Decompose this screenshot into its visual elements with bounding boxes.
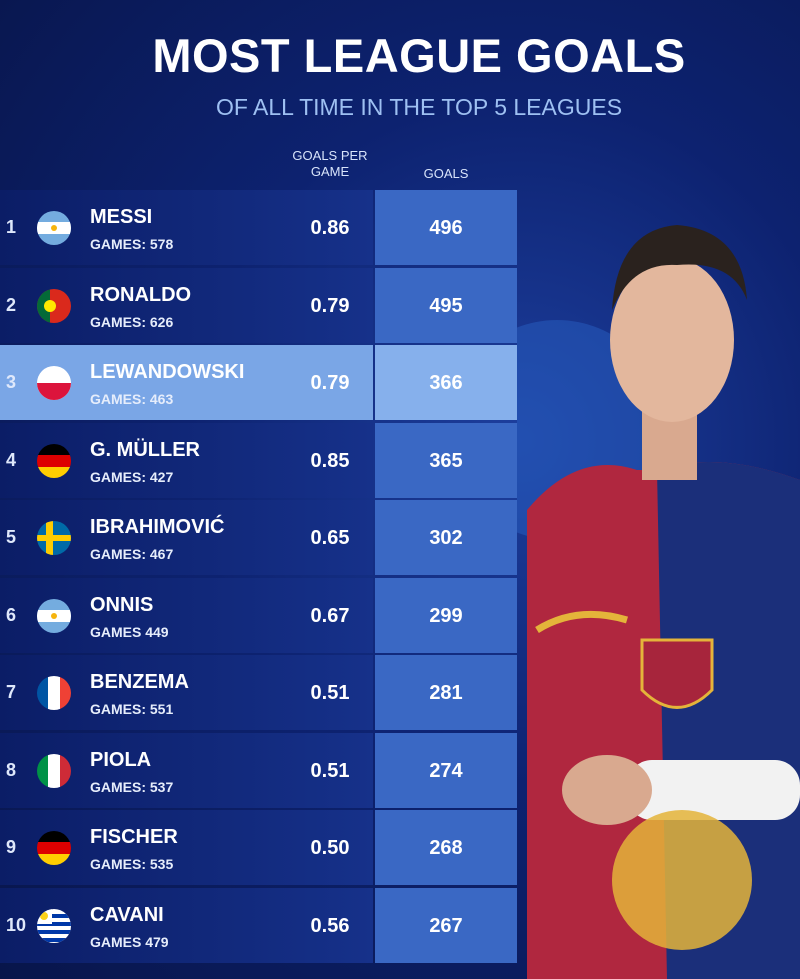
goals: 302 [429, 527, 463, 549]
goals: 366 [429, 372, 463, 394]
rank: 6 [6, 605, 17, 625]
games: GAMES: 427 [90, 469, 174, 485]
goals: 267 [429, 915, 463, 937]
table-row: 3 LEWANDOWSKI GAMES: 463 0.79 366 [0, 345, 517, 420]
table-row: 2 RONALDO GAMES: 626 0.79 495 [0, 268, 517, 343]
goals-cell [375, 733, 517, 808]
games: GAMES: 535 [90, 856, 174, 872]
goals-per-game: 0.65 [310, 527, 350, 549]
goals-cell [375, 345, 517, 420]
column-header: GOALS PER GAME [292, 148, 368, 179]
goals: 268 [429, 837, 463, 859]
flag [37, 754, 71, 788]
goals-cell [375, 500, 517, 575]
flag [37, 521, 71, 555]
table-row: 7 BENZEMA GAMES: 551 0.51 281 [0, 655, 517, 730]
games: GAMES 479 [90, 934, 169, 950]
flag [37, 289, 71, 323]
flag [37, 909, 71, 943]
games: GAMES: 537 [90, 779, 174, 795]
rank: 7 [6, 682, 17, 702]
title: MOST LEAGUE GOALS [152, 29, 686, 82]
flag [37, 676, 71, 710]
goals-per-game: 0.79 [310, 295, 350, 317]
rank: 9 [6, 837, 17, 857]
table-row: 4 G. MÜLLER GAMES: 427 0.85 365 [0, 423, 517, 498]
player-name: IBRAHIMOVIĆ [90, 516, 225, 538]
player-name: FISCHER [90, 826, 178, 848]
table-row: 6 ONNIS GAMES 449 0.67 299 [0, 578, 517, 653]
goals: 281 [429, 682, 463, 704]
flag [37, 211, 71, 245]
games: GAMES 449 [90, 624, 169, 640]
goals-cell [375, 578, 517, 653]
subtitle: OF ALL TIME IN THE TOP 5 LEAGUES [215, 94, 623, 120]
player-name: BENZEMA [90, 671, 189, 693]
player-name: RONALDO [90, 284, 192, 306]
rank: 2 [6, 295, 17, 315]
table-row: 5 IBRAHIMOVIĆ GAMES: 467 0.65 302 [0, 500, 517, 575]
games: GAMES: 463 [90, 391, 174, 407]
flag [37, 599, 71, 633]
player-name: ONNIS [90, 594, 154, 616]
player-name: PIOLA [90, 749, 152, 771]
flag [37, 366, 71, 400]
goals: 365 [429, 450, 463, 472]
rank: 8 [6, 760, 17, 780]
column-header: GOALS [423, 166, 469, 181]
player-name: G. MÜLLER [90, 439, 200, 461]
goals-per-game: 0.51 [310, 760, 350, 782]
goals-per-game: 0.79 [310, 372, 350, 394]
table-row: 9 FISCHER GAMES: 535 0.50 268 [0, 810, 517, 885]
goals-per-game: 0.56 [310, 915, 350, 937]
goals-cell [375, 655, 517, 730]
rank: 3 [6, 372, 17, 392]
goals-per-game: 0.50 [310, 837, 350, 859]
goals: 274 [429, 760, 463, 782]
flag [37, 831, 71, 865]
player-illustration [517, 225, 800, 979]
rank: 4 [6, 450, 17, 470]
goals: 496 [429, 217, 463, 239]
goals-per-game: 0.85 [310, 450, 350, 472]
player-name: LEWANDOWSKI [90, 361, 245, 383]
goals-cell [375, 268, 517, 343]
table-row: 10 CAVANI GAMES 479 0.56 267 [0, 888, 517, 963]
table-row: 8 PIOLA GAMES: 537 0.51 274 [0, 733, 517, 808]
goals: 495 [429, 295, 463, 317]
goals-cell [375, 810, 517, 885]
goals-cell [375, 190, 517, 265]
games: GAMES: 626 [90, 314, 174, 330]
rank: 5 [6, 527, 17, 547]
goals: 299 [429, 605, 463, 627]
flag [37, 444, 71, 478]
player-name: CAVANI [90, 904, 164, 926]
player-name: MESSI [90, 206, 153, 228]
games: GAMES: 551 [90, 701, 174, 717]
rank: 1 [6, 217, 17, 237]
games: GAMES: 467 [90, 546, 174, 562]
goals-cell [375, 888, 517, 963]
goals-per-game: 0.51 [310, 682, 350, 704]
goals-per-game: 0.67 [310, 605, 350, 627]
rank: 10 [6, 915, 27, 935]
goals-per-game: 0.86 [310, 217, 350, 239]
goals-cell [375, 423, 517, 498]
table-row: 1 MESSI GAMES: 578 0.86 496 [0, 190, 517, 265]
games: GAMES: 578 [90, 236, 174, 252]
